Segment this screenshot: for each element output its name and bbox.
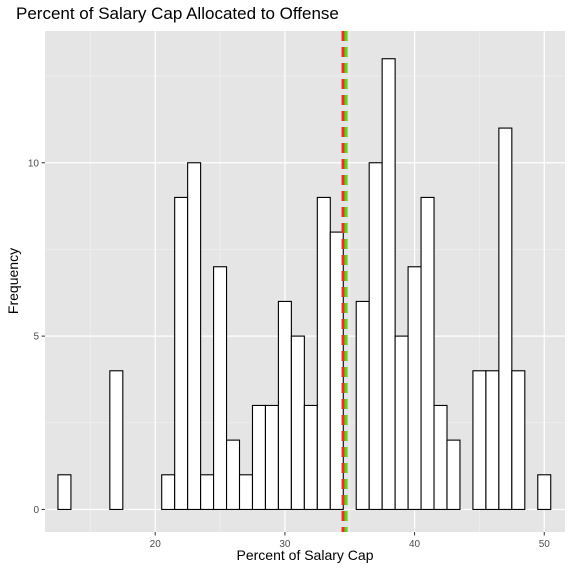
- histogram-bar: [277, 300, 292, 511]
- histogram-bar: [174, 196, 189, 511]
- histogram-bar: [368, 162, 383, 511]
- histogram-bar: [303, 404, 318, 511]
- histogram-bar: [251, 404, 266, 511]
- histogram-bar: [407, 266, 422, 511]
- x-tick-label: 50: [539, 539, 551, 550]
- histogram-bar: [355, 300, 370, 511]
- histogram-bar: [238, 474, 254, 511]
- histogram-bar: [433, 404, 448, 511]
- histogram-bar: [329, 231, 344, 511]
- histogram-bar: [200, 474, 215, 511]
- histogram-bars: [57, 58, 552, 511]
- y-axis-title: Frequency: [5, 248, 21, 314]
- x-axis-ticks: 20 30 40 50: [150, 532, 551, 550]
- x-tick-label: 40: [409, 539, 421, 550]
- histogram-bar: [57, 474, 72, 511]
- y-tick-label: 10: [28, 158, 40, 169]
- histogram-bar: [511, 370, 526, 511]
- histogram-bar: [225, 439, 241, 511]
- histogram-bar: [109, 370, 124, 511]
- histogram-bar: [161, 474, 176, 511]
- histogram-bar: [213, 266, 228, 511]
- chart-title: Percent of Salary Cap Allocated to Offen…: [16, 4, 339, 23]
- histogram-bar: [187, 162, 202, 511]
- histogram-bar: [316, 196, 331, 511]
- histogram-bar: [472, 370, 487, 511]
- histogram-bar: [485, 370, 500, 511]
- x-tick-label: 20: [150, 539, 162, 550]
- histogram-bar: [264, 404, 279, 511]
- histogram-bar: [290, 335, 305, 511]
- y-tick-label: 0: [33, 505, 39, 516]
- histogram-bar: [537, 474, 552, 511]
- x-axis-title: Percent of Salary Cap: [237, 547, 374, 563]
- histogram-bar: [420, 196, 435, 511]
- reference-lines: [341, 31, 348, 532]
- histogram-bar: [394, 335, 409, 511]
- histogram-bar: [446, 439, 461, 511]
- y-axis-ticks: 0 5 10: [28, 158, 45, 516]
- y-tick-label: 5: [33, 332, 39, 343]
- histogram-bar: [381, 58, 396, 511]
- histogram-bar: [498, 127, 513, 511]
- x-tick-label: 30: [279, 539, 291, 550]
